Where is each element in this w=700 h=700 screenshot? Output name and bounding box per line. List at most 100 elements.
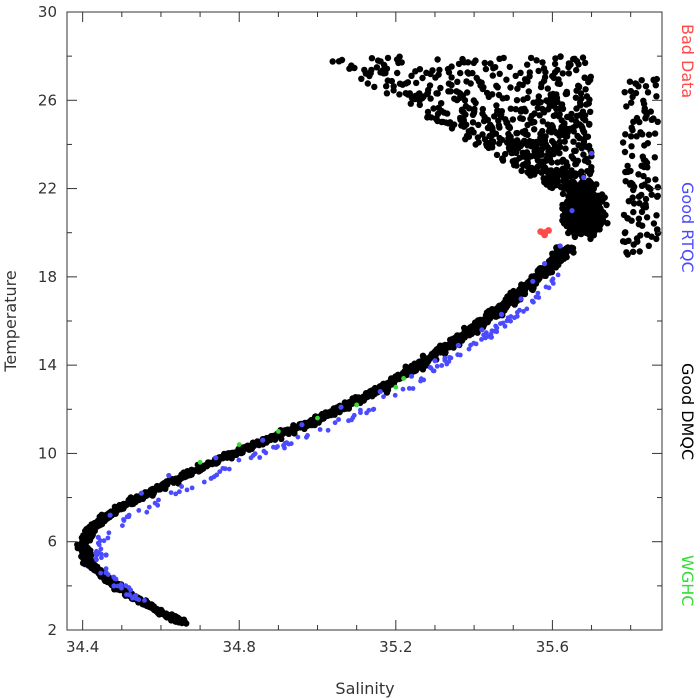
- dmqc-point: [494, 109, 501, 117]
- rtqc-point: [251, 452, 256, 458]
- rtqc-point: [105, 572, 111, 577]
- dmqc-point: [626, 78, 634, 85]
- dmqc-point: [550, 250, 558, 257]
- dmqc-point: [561, 138, 568, 145]
- rtqc-point: [446, 359, 452, 364]
- rtqc-point: [124, 514, 130, 520]
- dmqc-point: [635, 171, 642, 178]
- dmqc-point: [505, 135, 512, 142]
- dmqc-point: [430, 105, 437, 112]
- dmqc-point: [546, 157, 553, 164]
- dmqc-point: [159, 480, 166, 488]
- dmqc-point: [570, 55, 577, 63]
- dmqc-point: [384, 54, 392, 62]
- dmqc-point: [653, 93, 660, 100]
- series-bad-data: [537, 227, 552, 239]
- dmqc-point: [533, 57, 540, 64]
- dmqc-point: [628, 143, 635, 150]
- dmqc-point: [525, 88, 532, 95]
- dmqc-point: [578, 145, 585, 152]
- rtqc-point: [536, 295, 542, 300]
- dmqc-point: [541, 138, 548, 146]
- dmqc-point: [638, 208, 646, 216]
- dmqc-point: [512, 72, 519, 80]
- dmqc-point: [526, 137, 533, 145]
- dmqc-point: [585, 142, 593, 150]
- dmqc-point: [496, 304, 504, 312]
- dmqc-point: [472, 99, 479, 107]
- legend-entry: Good RTQC: [678, 182, 697, 273]
- rtqc-point: [518, 296, 524, 302]
- rtqc-point: [555, 272, 561, 278]
- dmqc-point: [517, 115, 524, 122]
- dmqc-point: [556, 143, 563, 151]
- dmqc-point: [628, 124, 635, 131]
- rtqc-point: [588, 150, 595, 156]
- rtqc-point: [489, 328, 495, 334]
- dmqc-point: [483, 89, 491, 97]
- rtqc-point: [431, 368, 437, 374]
- dmqc-point: [654, 118, 661, 126]
- dmqc-point: [573, 66, 580, 74]
- dmqc-point: [92, 523, 100, 530]
- dmqc-point: [482, 65, 490, 73]
- rtqc-point: [468, 342, 473, 348]
- dmqc-point: [346, 401, 353, 409]
- dmqc-point: [223, 454, 231, 461]
- dmqc-point: [643, 214, 651, 221]
- dmqc-point: [547, 94, 555, 102]
- dmqc-point: [528, 143, 535, 150]
- dmqc-point: [586, 209, 593, 216]
- dmqc-point: [572, 230, 579, 237]
- dmqc-point: [630, 186, 637, 194]
- dmqc-point: [545, 262, 552, 270]
- dmqc-point: [470, 59, 477, 67]
- rtqc-point: [236, 457, 242, 463]
- dmqc-point: [149, 492, 156, 499]
- dmqc-point: [569, 192, 576, 200]
- dmqc-point: [499, 157, 507, 164]
- dmqc-point: [556, 257, 564, 265]
- rtqc-point: [514, 310, 520, 315]
- rtqc-point: [156, 497, 161, 503]
- rtqc-point: [111, 583, 117, 589]
- dmqc-point: [529, 286, 536, 294]
- dmqc-point: [437, 84, 444, 92]
- dmqc-point: [405, 367, 413, 374]
- dmqc-point: [644, 89, 652, 96]
- y-tick-label: 14: [38, 356, 57, 374]
- rtqc-point: [281, 443, 286, 448]
- dmqc-point: [587, 76, 594, 84]
- rtqc-point: [179, 484, 185, 489]
- rtqc-point: [101, 538, 107, 544]
- dmqc-point: [635, 193, 643, 200]
- dmqc-point: [180, 469, 187, 476]
- dmqc-point: [584, 198, 591, 205]
- dmqc-point: [457, 69, 464, 77]
- dmqc-point: [512, 106, 519, 113]
- dmqc-point: [487, 60, 494, 67]
- dmqc-point: [490, 65, 497, 72]
- dmqc-point: [341, 399, 349, 406]
- dmqc-point: [552, 55, 559, 62]
- rtqc-point: [119, 585, 124, 591]
- dmqc-point: [511, 161, 518, 169]
- dmqc-point: [553, 169, 560, 176]
- dmqc-point: [572, 224, 579, 232]
- dmqc-point: [653, 212, 660, 219]
- dmqc-point: [390, 87, 397, 94]
- dmqc-point: [458, 122, 465, 129]
- dmqc-point: [373, 64, 381, 71]
- rtqc-point: [214, 472, 220, 478]
- rtqc-point: [410, 386, 416, 391]
- dmqc-point: [537, 134, 544, 142]
- rtqc-point: [217, 469, 223, 474]
- dmqc-point: [531, 118, 538, 126]
- rtqc-point: [136, 508, 142, 513]
- dmqc-point: [520, 153, 527, 160]
- legend-entry: Good DMQC: [678, 363, 697, 460]
- dmqc-point: [379, 67, 386, 74]
- dmqc-point: [531, 126, 538, 133]
- dmqc-point: [550, 140, 558, 147]
- dmqc-point: [545, 128, 553, 135]
